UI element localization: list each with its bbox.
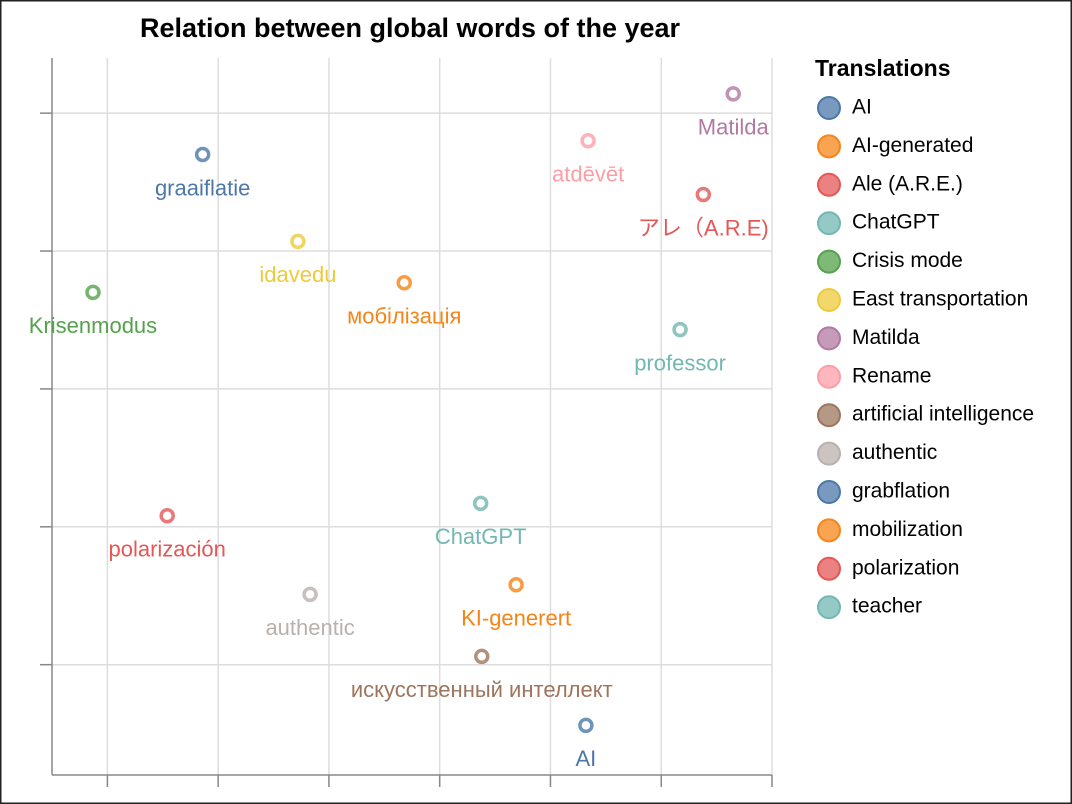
point-label: Matilda [698,115,770,140]
point-label: искусственный интеллект [351,677,613,702]
point-label: アレ（A.R.E) [638,215,769,240]
legend-swatch [817,403,841,428]
legend-swatch [817,364,841,389]
legend-swatch [817,96,841,120]
point-label: atdēvēt [552,162,624,187]
legend-label: Crisis mode [852,249,963,272]
legend-swatch [817,441,841,466]
point-label: KI-generert [461,606,571,631]
legend-label: authentic [852,441,937,464]
point-label: graaiflatie [155,175,250,200]
point [290,233,306,250]
legend-label: Matilda [852,326,920,349]
point-label: idavedu [259,262,336,287]
legend-label: Ale (A.R.E.) [852,172,963,195]
point [159,508,175,524]
legend-swatch [817,480,841,504]
point-label: polarización [108,537,225,562]
point-label: professor [634,350,726,375]
point [474,648,490,665]
legend-label: artificial intelligence [852,403,1034,426]
point [508,576,524,593]
point-label: Krisenmodus [29,313,157,338]
point [472,495,489,512]
legend-swatch [817,249,841,274]
legend-swatch [817,134,841,159]
point-label: authentic [265,615,354,640]
legend-swatch [817,518,841,543]
legend-swatch [817,288,841,312]
point [578,717,594,734]
point [194,146,211,163]
legend-label: polarization [852,556,959,579]
legend-swatch [817,556,841,581]
legend-swatch [817,595,841,620]
legend-label: AI [852,96,872,119]
legend-label: grabflation [852,480,950,503]
legend-title: Translations [815,55,950,81]
legend-label: teacher [852,595,922,618]
point [396,275,412,291]
point [85,284,101,301]
legend-label: ChatGPT [852,211,940,234]
point [725,86,741,102]
point-label: ChatGPT [435,524,527,549]
legend-label: AI-generated [852,134,973,157]
legend-label: East transportation [852,288,1028,311]
point [580,132,596,149]
point [302,586,318,603]
point [672,321,688,338]
point-label: мобілізація [347,304,461,329]
legend-swatch [817,211,841,236]
point [695,186,712,203]
chart-title: Relation between global words of the yea… [140,13,681,43]
legend-label: mobilization [852,518,963,541]
legend-swatch [817,326,841,351]
legend-swatch [817,172,841,197]
legend-label: Rename [852,364,931,387]
point-label: AI [576,746,597,771]
